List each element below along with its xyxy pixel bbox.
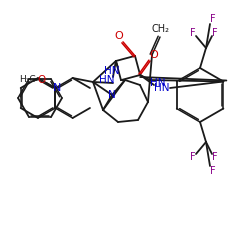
Text: HN: HN — [154, 83, 170, 93]
Text: N: N — [53, 83, 62, 93]
Text: CH₂: CH₂ — [151, 24, 169, 34]
Text: O: O — [150, 50, 158, 60]
Text: H₃C: H₃C — [19, 76, 36, 84]
Text: HN: HN — [99, 75, 115, 85]
Text: O: O — [37, 75, 46, 85]
Text: HN: HN — [104, 66, 120, 76]
Text: N: N — [108, 90, 116, 100]
Text: F: F — [210, 14, 216, 24]
Text: F: F — [190, 152, 196, 162]
Text: O: O — [114, 31, 124, 41]
Text: F: F — [212, 28, 218, 38]
Text: F: F — [190, 28, 196, 38]
Text: HN: HN — [150, 78, 166, 88]
Text: F: F — [212, 152, 218, 162]
Text: F: F — [210, 166, 216, 176]
